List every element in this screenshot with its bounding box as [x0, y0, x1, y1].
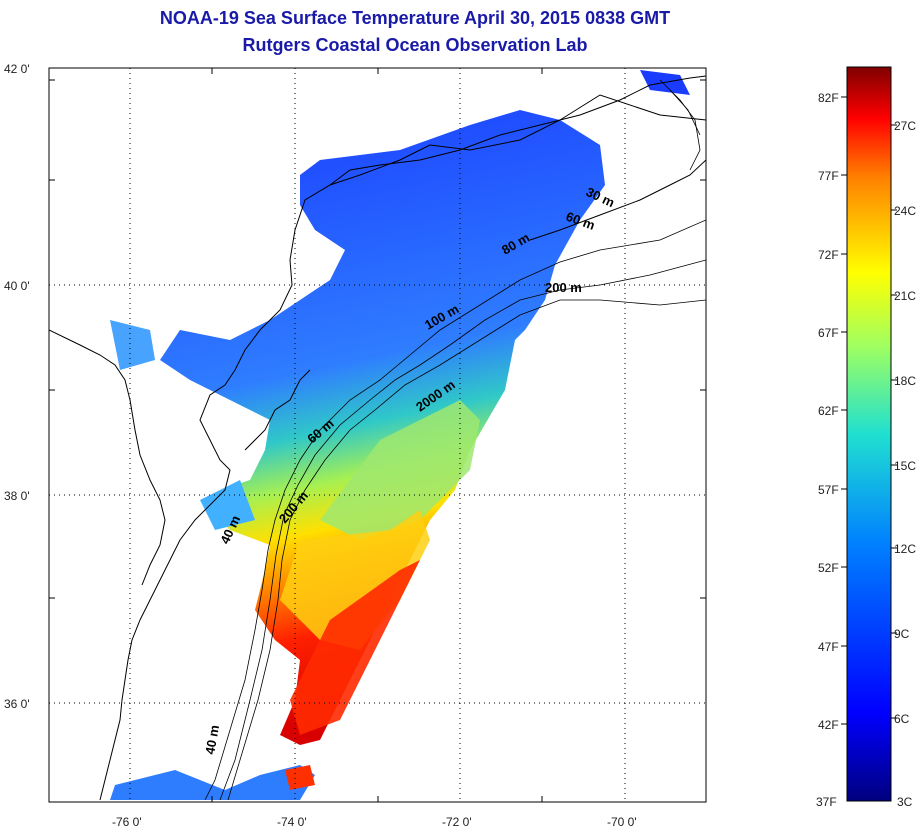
lat-label: 42 0' [4, 62, 30, 76]
colorbar-f-label: 62F [818, 404, 839, 418]
map-subtitle: Rutgers Coastal Ocean Observation Lab [242, 35, 588, 55]
colorbar-f-label: 67F [818, 326, 839, 340]
colorbar-f-label: 77F [818, 169, 839, 183]
lon-label: -76 0' [112, 815, 142, 829]
colorbar-f-label: 82F [818, 91, 839, 105]
colorbar-c-label: 24C [894, 204, 916, 218]
map-title: NOAA-19 Sea Surface Temperature April 30… [159, 8, 671, 28]
colorbar-f-label: 37F [816, 795, 837, 809]
colorbar-f-label: 42F [818, 718, 839, 732]
lat-label: 36 0' [4, 697, 30, 711]
colorbar-f-label: 52F [818, 561, 839, 575]
lon-label: -72 0' [442, 815, 472, 829]
lon-label: -70 0' [607, 815, 637, 829]
axis-ticks [49, 68, 706, 802]
colorbar-c-label: 27C [894, 119, 916, 133]
colorbar-c-label: 15C [894, 459, 916, 473]
lon-label: -74 0' [277, 815, 307, 829]
lat-label: 40 0' [4, 279, 30, 293]
lat-label: 38 0' [4, 489, 30, 503]
colorbar-c-label: 18C [894, 374, 916, 388]
bathymetry-contours [204, 79, 706, 801]
colorbar-c-label: 21C [894, 289, 916, 303]
colorbar-c-label: 12C [894, 542, 916, 556]
colorbar-f-label: 57F [818, 483, 839, 497]
contour-label: 40 m [202, 724, 222, 756]
colorbar [846, 66, 892, 802]
colorbar-ticks [841, 96, 897, 725]
sst-swath [110, 70, 690, 800]
coastline [49, 75, 706, 801]
contour-label: 200 m [545, 280, 582, 295]
colorbar-c-label: 9C [894, 627, 910, 641]
colorbar-c-label: 3C [897, 795, 913, 809]
colorbar-f-label: 47F [818, 640, 839, 654]
colorbar-f-label: 72F [818, 248, 839, 262]
colorbar-c-label: 6C [894, 712, 910, 726]
